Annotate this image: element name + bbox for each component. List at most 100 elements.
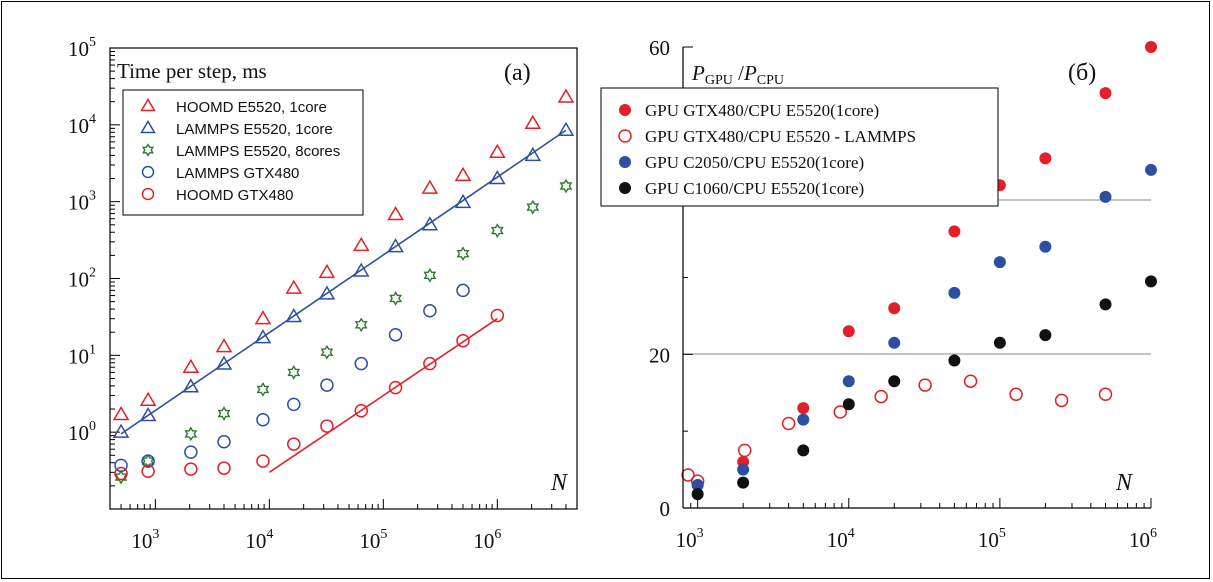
open-circle-marker: [141, 187, 155, 201]
panel-b-ylabel: PGPU /PCPU: [691, 61, 784, 88]
open-circle-marker: [1098, 387, 1113, 402]
fit-line: [268, 318, 498, 474]
open-circle-marker: [388, 380, 403, 395]
triangle-marker: [112, 405, 130, 421]
legend-label: GPU GTX480/CPU E5520 - LAMMPS: [645, 127, 916, 146]
open-circle-marker: [256, 454, 270, 468]
panel-a-legend-entries: HOOMD E5520, 1core LAMMPS E5520, 1core LAM…: [140, 98, 340, 204]
star-marker: [490, 223, 504, 238]
panel-a-xlabel: N: [550, 470, 569, 496]
y-tick-label: 102: [68, 266, 96, 292]
filled-circle-marker: [1145, 41, 1157, 53]
filled-circle-marker: [842, 375, 855, 388]
y-tick-label: 105: [68, 35, 96, 61]
filled-circle-marker: [948, 286, 961, 299]
open-circle-marker: [114, 458, 128, 473]
filled-circle-marker: [842, 325, 855, 338]
y-tick-label: 60: [649, 36, 670, 60]
filled-circle-marker: [797, 444, 810, 457]
triangle-marker: [387, 206, 404, 221]
triangle-marker: [182, 378, 200, 393]
open-circle-marker: [141, 165, 155, 179]
open-circle-marker: [737, 443, 752, 458]
open-circle-marker: [141, 454, 155, 468]
triangle-marker: [140, 98, 156, 112]
legend-label: GPU C1060/CPU E5520(1core): [645, 179, 864, 198]
open-circle-marker: [1054, 393, 1069, 408]
y-tick-label: 101: [68, 342, 96, 368]
open-circle-marker: [874, 389, 888, 404]
open-circle-marker: [256, 413, 270, 427]
filled-circle-marker: [888, 302, 901, 315]
open-circle-marker: [287, 437, 301, 451]
legend-label: HOOMD E5520, 1core: [176, 99, 327, 116]
open-circle-marker: [781, 416, 796, 431]
legend-label: LAMMPS E5520, 8cores: [176, 143, 340, 160]
open-circle-marker: [456, 283, 470, 298]
triangle-marker: [489, 170, 506, 185]
filled-circle-marker: [1039, 152, 1052, 165]
legend-label: GPU GTX480/CPU E5520(1core): [645, 101, 879, 120]
triangle-marker: [285, 279, 303, 294]
y-tick-label: 103: [68, 189, 96, 215]
triangle-marker: [140, 120, 156, 134]
triangle-marker: [139, 406, 157, 422]
y-tick-label: 104: [68, 112, 96, 138]
x-tick-label: 106: [473, 527, 501, 553]
star-marker: [256, 382, 270, 397]
triangle-marker: [524, 146, 542, 162]
triangle-marker: [254, 310, 272, 325]
star-marker: [287, 364, 301, 380]
filled-circle-marker: [797, 413, 810, 426]
y-tick-label: 100: [68, 419, 96, 445]
open-circle-marker: [918, 378, 932, 392]
open-circle-marker: [388, 328, 403, 342]
filled-circle-marker: [1099, 190, 1112, 203]
open-circle-marker: [1009, 387, 1023, 402]
triangle-marker: [454, 166, 472, 182]
filled-circle-marker: [619, 182, 631, 194]
x-tick-label: 103: [131, 527, 159, 553]
filled-circle-marker: [1039, 329, 1052, 342]
x-tick-label: 105: [359, 527, 387, 553]
open-circle-marker: [141, 464, 155, 478]
triangle-marker: [318, 263, 336, 279]
filled-circle-marker: [691, 478, 704, 491]
filled-circle-marker: [948, 354, 961, 367]
legend-label: LAMMPS GTX480: [176, 165, 299, 182]
triangle-marker: [318, 285, 336, 300]
panel-b-tick-labels: 0 20 60 103 104 105 106: [649, 36, 1157, 552]
filled-circle-marker: [691, 488, 704, 501]
star-marker: [456, 246, 470, 262]
filled-circle-marker: [1145, 275, 1157, 288]
triangle-marker: [215, 338, 233, 353]
star-marker: [141, 143, 155, 157]
panel-b: 0 20 60 103 104 105 106 PGPU /PCPU (б) N GPU G…: [600, 36, 1157, 552]
triangle-marker: [421, 179, 439, 194]
panel-a-label: (a): [504, 60, 531, 86]
panel-b-legend-entries: GPU GTX480/CPU E5520(1core) GPU GTX480/CP…: [618, 101, 916, 198]
panel-a-legend: HOOMD E5520, 1core LAMMPS E5520, 1core LAM…: [122, 89, 364, 216]
open-circle-marker: [184, 445, 198, 459]
panel-b-legend: GPU GTX480/CPU E5520(1core) GPU GTX480/CP…: [600, 87, 999, 207]
panel-b-label: (б): [1068, 60, 1096, 86]
filled-circle-marker: [888, 375, 901, 388]
y-tick-label: 0: [660, 497, 671, 521]
star-marker: [526, 199, 540, 215]
panel-a-title: Time per step, ms: [117, 59, 267, 83]
filled-circle-marker: [1039, 240, 1052, 253]
x-tick-label: 106: [1129, 526, 1157, 552]
open-circle-marker: [618, 129, 632, 143]
filled-circle-marker: [737, 476, 750, 489]
open-circle-marker: [354, 356, 368, 371]
star-marker: [354, 317, 368, 333]
filled-circle-marker: [993, 256, 1006, 269]
panel-a-ticks: [109, 47, 578, 510]
triangle-marker: [215, 355, 233, 370]
star-marker: [184, 426, 198, 442]
x-tick-label: 103: [676, 526, 704, 552]
triangle-marker: [285, 308, 303, 323]
panel-b-marks: [681, 41, 1157, 501]
